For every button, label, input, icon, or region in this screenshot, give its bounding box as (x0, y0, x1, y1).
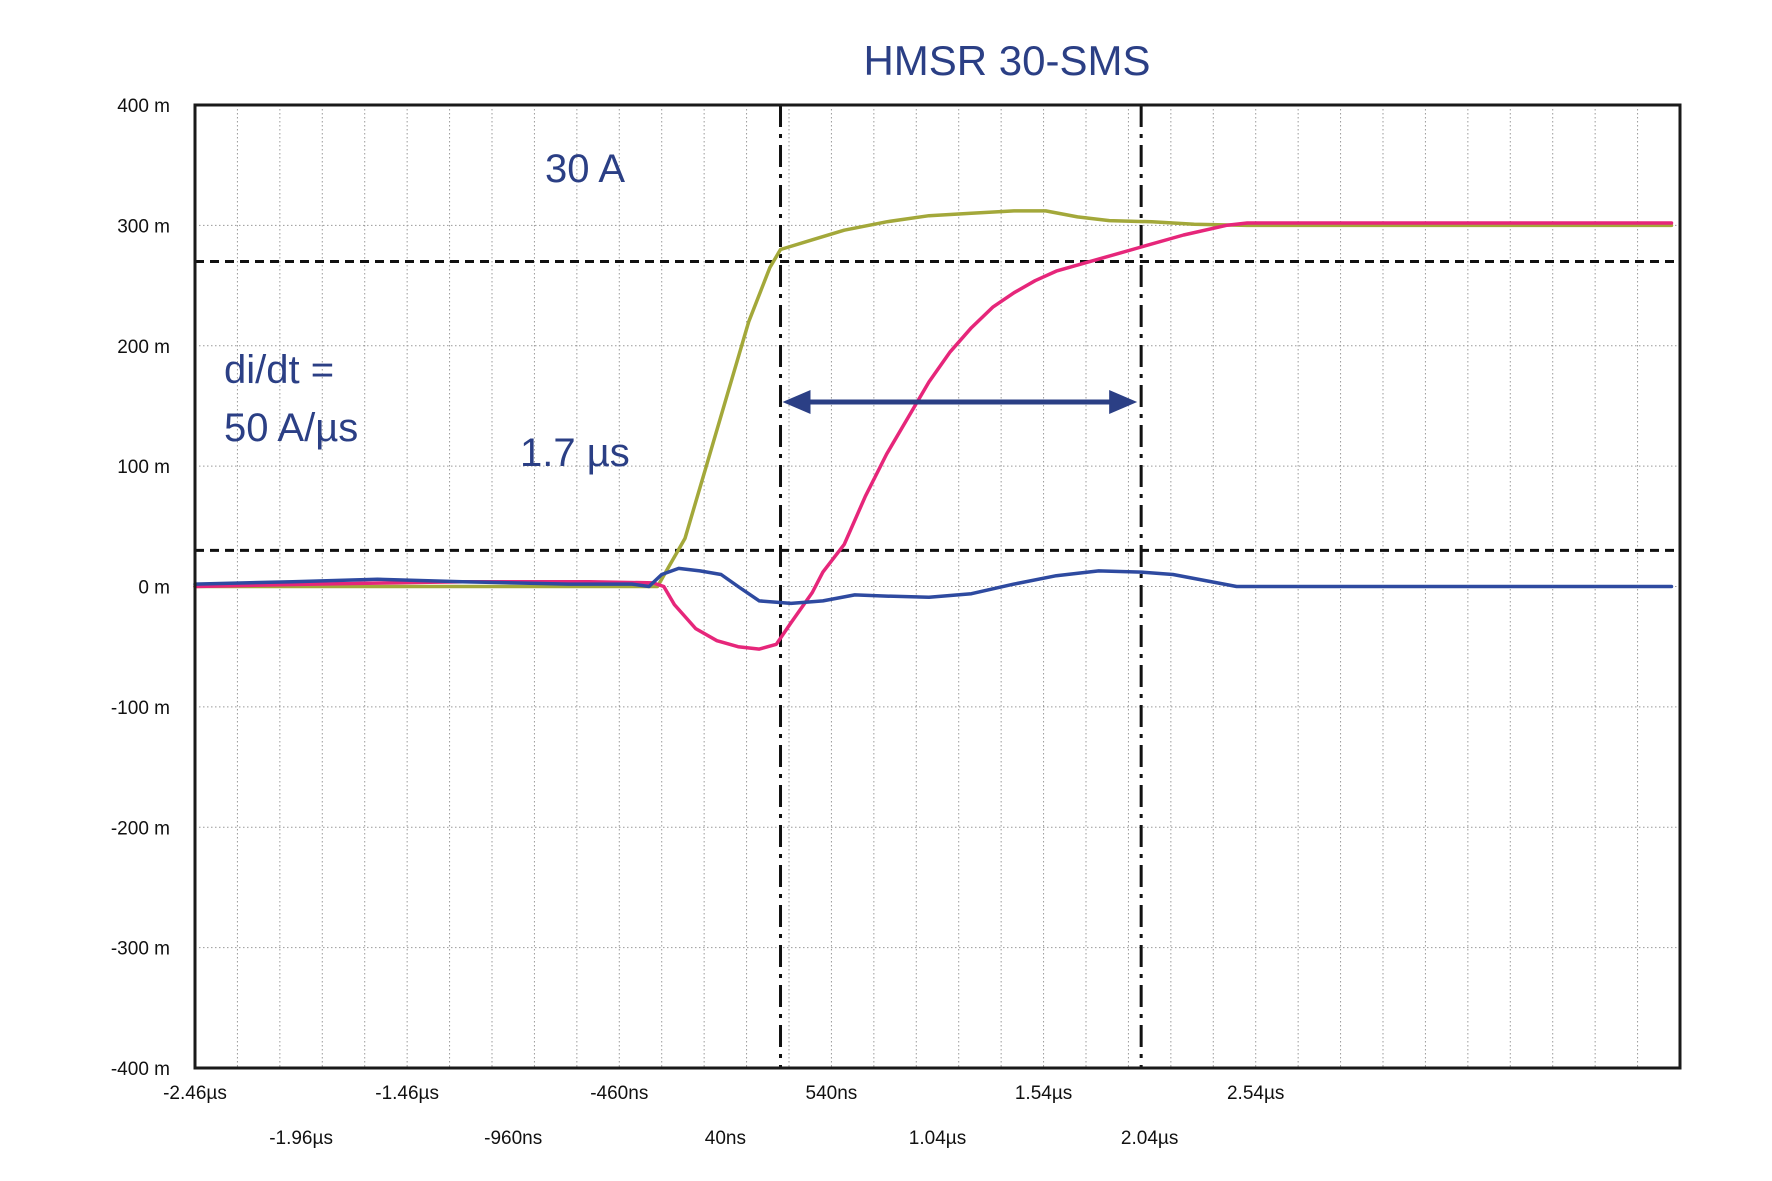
series-line-1 (193, 209, 1674, 589)
series-line-3 (193, 566, 1674, 606)
x-tick-label: -1.46µs (375, 1083, 439, 1104)
x-tick-label: 2.54µs (1227, 1083, 1284, 1104)
plot-frame (193, 103, 1682, 1070)
x-axis-tick-labels: -2.46µs -1.46µs -460ns 540ns 1.54µs 2.54µs -1.… (163, 1083, 1284, 1149)
x-tick-label: 1.54µs (1015, 1083, 1072, 1104)
y-tick-label: -100 m (111, 698, 170, 719)
didt-annotation-line1: di/dt = (224, 348, 334, 392)
x-tick-label: -960ns (484, 1128, 542, 1149)
annotations: 30 A di/dt = 50 A/µs 1.7 µs (224, 147, 1138, 475)
delay-arrow-head-left (782, 390, 811, 414)
x-tick-label: -2.46µs (163, 1083, 227, 1104)
y-tick-label: -400 m (111, 1059, 170, 1080)
x-tick-label: 1.04µs (909, 1128, 966, 1149)
y-axis-tick-labels: 400 m 300 m 200 m 100 m 0 m -100 m -200 m -300 … (111, 96, 170, 1080)
x-tick-label: 40ns (705, 1128, 746, 1149)
y-tick-label: -300 m (111, 939, 170, 960)
chart-title: HMSR 30-SMS (863, 37, 1150, 84)
y-tick-label: 0 m (138, 578, 170, 599)
didt-annotation-line2: 50 A/µs (224, 406, 358, 450)
delay-arrow-icon (782, 390, 1138, 414)
delay-arrow-head-right (1109, 390, 1138, 414)
data-series (193, 209, 1674, 651)
reference-markers (195, 105, 1680, 1068)
x-tick-label: -460ns (590, 1083, 648, 1104)
x-tick-label: 540ns (806, 1083, 858, 1104)
y-tick-label: 400 m (117, 96, 170, 117)
delay-annotation: 1.7 µs (520, 431, 630, 475)
x-tick-label: -1.96µs (269, 1128, 333, 1149)
y-tick-label: -200 m (111, 818, 170, 839)
y-tick-label: 100 m (117, 457, 170, 478)
current-annotation: 30 A (545, 147, 625, 191)
x-tick-label: 2.04µs (1121, 1128, 1178, 1149)
y-tick-label: 200 m (117, 337, 170, 358)
series-line-2 (193, 221, 1674, 651)
y-tick-label: 300 m (117, 216, 170, 237)
